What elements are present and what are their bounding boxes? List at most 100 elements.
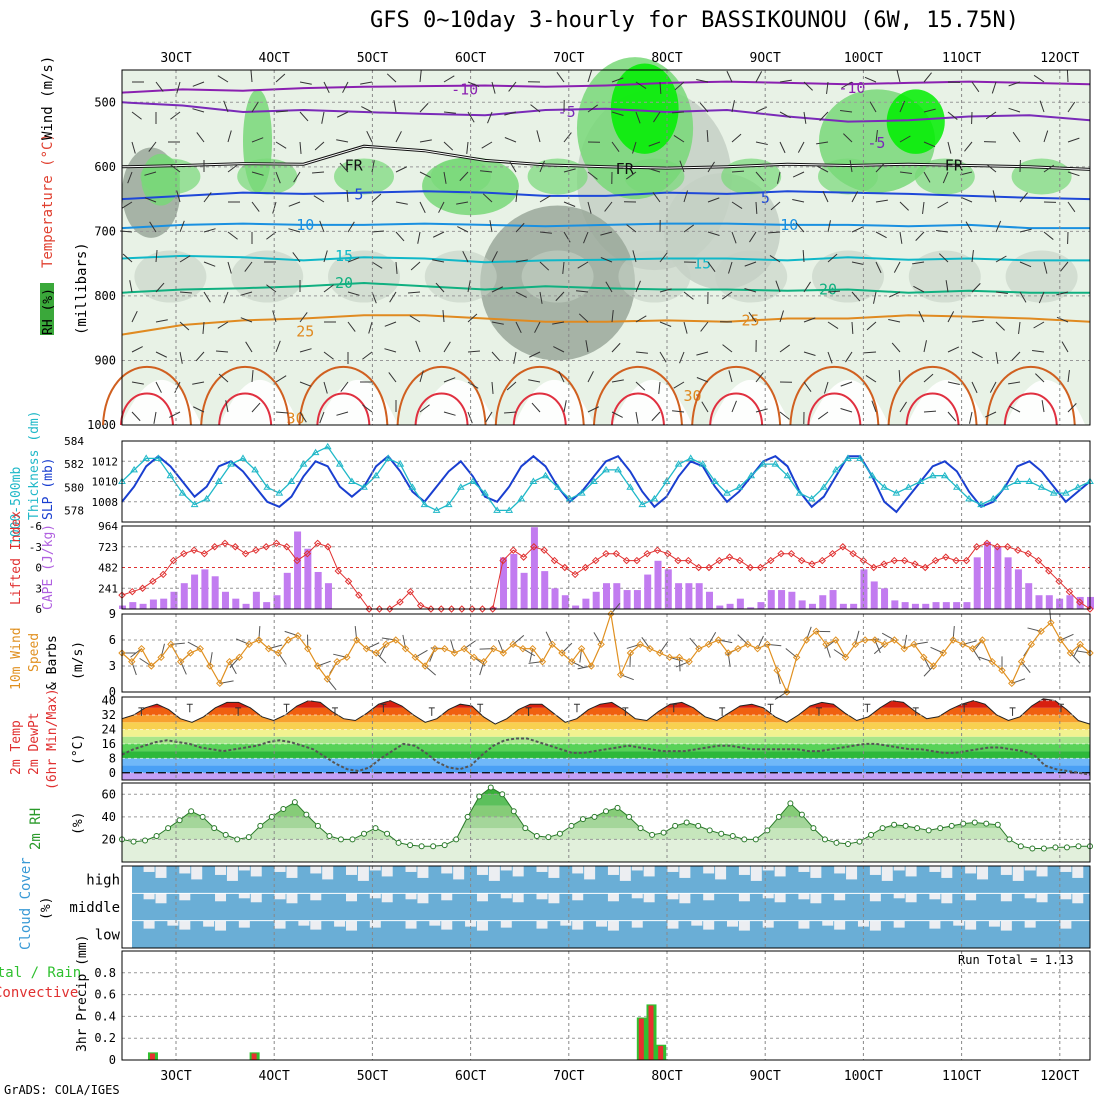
cape-bar [1004,557,1012,609]
cloud-gap [953,920,965,926]
wind-barb [250,70,253,83]
rh-point [176,817,183,824]
precip-conv-legend: Convective [0,985,78,1001]
wind-barb [515,190,518,203]
rh-point [130,838,137,845]
wind-barb [960,196,973,203]
y-tick-label: 0.8 [94,966,116,980]
wind-barb [360,81,373,85]
wind-barb [1066,69,1069,83]
cloud-gap [1012,866,1024,881]
wind-barb [371,160,375,173]
wind-barb [840,408,853,413]
wind-barb [755,372,764,383]
lifted-index-point [324,543,332,551]
minmax-marker [912,707,919,716]
wind-barb [419,370,424,383]
cloud-gap [572,920,584,930]
rh-point [545,834,552,841]
wind-barb [192,81,205,87]
wind-barb [515,259,528,263]
wind-barb [995,220,1002,233]
y-tick-label: 20 [102,832,116,846]
cloud-gap [536,920,548,929]
cloud-gap [476,866,488,875]
cape-bar [695,583,703,609]
panel-frame [121,696,1091,781]
wind-barb [539,261,550,271]
rh-point [556,830,563,837]
rh-point [153,833,160,840]
wind-barb [1008,381,1021,385]
rh-point [441,842,448,849]
lifted-index-point [221,539,229,547]
lifted-index-point [458,605,466,613]
wind-barb [731,201,743,209]
cloud-gap [584,866,596,880]
cape-axis-label: CAPE (J/kg) [41,524,56,610]
cloud-gap [143,893,155,900]
wind-barb [155,282,165,293]
wind-speed-point [147,662,156,670]
minmax-marker [380,703,387,713]
lifted-index-point [489,605,497,613]
wind-barb [536,130,541,143]
wind-barb [923,340,927,353]
cape-bar [592,591,600,609]
cape-bar [160,598,168,609]
cloud-gap [417,866,429,878]
cloud-gap [1000,893,1012,902]
thickness-point [178,489,187,496]
wind-barb [153,411,157,424]
wind-barb [611,411,623,418]
wind-barb [600,257,613,263]
thickness-point [505,506,514,513]
lifted-index-point [252,546,260,554]
wind-barb [487,111,493,124]
thickness-point [154,454,163,461]
wind-barb [659,351,667,363]
cloud-gap [381,866,393,877]
wind-barb [459,171,469,182]
thickness-point [396,460,405,467]
wind-barb [1043,231,1054,240]
wind-barb [1067,201,1076,213]
y-tick-label: -3 [29,541,42,554]
panel-frame [121,613,1091,693]
wind-barb [1011,351,1021,361]
wind-barb [779,310,784,323]
wind-barb [203,192,212,203]
wind-barb [728,261,733,274]
cape-bar [973,557,981,609]
cape-bar [922,603,930,609]
wind-barb [489,220,493,233]
rh-contour-fill [886,89,945,154]
cloud-gap [929,893,941,900]
wind-barb [1067,137,1080,143]
y-tick-label: 1000 [87,418,116,432]
cape-bar [582,598,590,609]
wind-barb [531,402,541,413]
cloud-gap [846,866,858,880]
wind-barb [899,100,906,113]
minmax-marker [138,707,145,716]
y-tick-label: 1008 [92,496,119,509]
wind-barb [767,231,781,234]
rh-point [211,825,218,832]
wind-barb [148,141,157,152]
y-tick-label: 600 [94,160,116,174]
cloud-gap [798,920,810,929]
lifted-index-point [622,556,631,565]
wind-barb [817,165,829,173]
pressure-axis-label: (millibars) [74,242,90,335]
rh-point [257,822,264,829]
thickness-point [577,489,586,496]
wind-barb [129,280,133,293]
wind-barb [395,131,402,143]
wind-barb [986,164,997,173]
wind-speed-point [294,631,302,640]
cloud-gap [667,893,679,900]
panel-frame [121,782,1091,863]
cloud-gap [238,920,250,928]
wind-speed-point [128,657,136,666]
